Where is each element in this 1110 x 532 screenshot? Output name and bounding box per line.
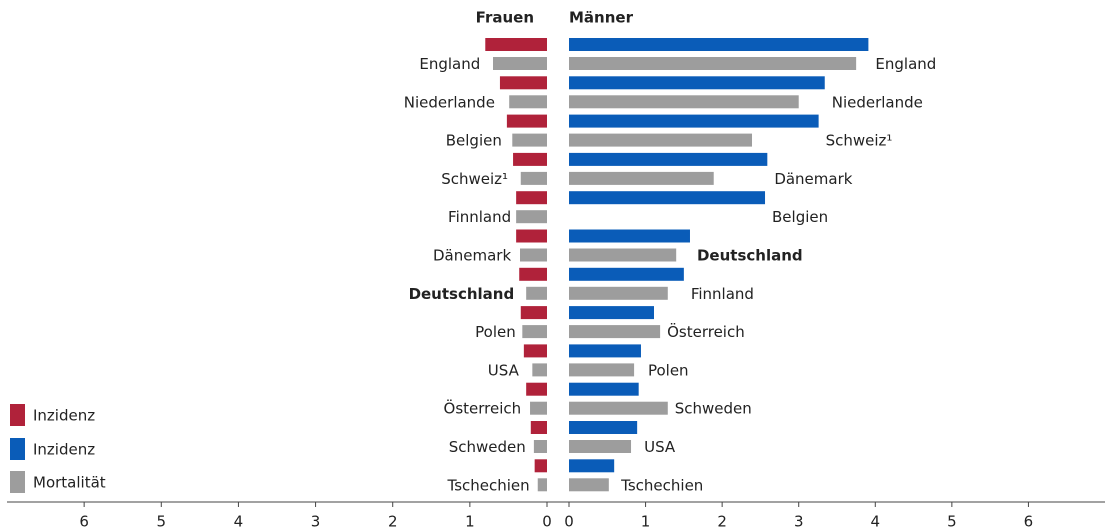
category-label: Finnland bbox=[448, 208, 511, 226]
bar bbox=[569, 38, 869, 51]
bar bbox=[569, 459, 615, 473]
panel-title: Männer bbox=[569, 9, 634, 27]
bar bbox=[530, 401, 547, 415]
bar bbox=[569, 306, 654, 320]
x-tick-label: 2 bbox=[717, 513, 727, 531]
category-label: Belgien bbox=[446, 132, 502, 150]
bar bbox=[530, 421, 547, 434]
bar bbox=[533, 440, 547, 453]
category-label: Polen bbox=[475, 323, 516, 341]
bar bbox=[512, 133, 547, 147]
bar bbox=[569, 344, 641, 358]
bar bbox=[569, 171, 714, 185]
legend-label: Inzidenz bbox=[33, 407, 95, 425]
x-tick-label: 0 bbox=[564, 513, 574, 531]
x-tick-label: 2 bbox=[388, 513, 398, 531]
x-tick-label: 0 bbox=[542, 513, 552, 531]
bar bbox=[513, 152, 547, 166]
bar bbox=[523, 344, 547, 358]
bar bbox=[569, 478, 609, 492]
bar bbox=[569, 152, 768, 166]
category-label: Schweden bbox=[675, 400, 752, 418]
bar bbox=[569, 133, 753, 147]
category-label: England bbox=[875, 55, 936, 73]
bar bbox=[569, 325, 661, 339]
category-label: Finnland bbox=[691, 285, 754, 303]
bar bbox=[569, 401, 668, 415]
category-label: Polen bbox=[648, 361, 689, 379]
bar bbox=[569, 286, 668, 300]
bar bbox=[569, 248, 677, 262]
category-label: England bbox=[419, 55, 480, 73]
bar bbox=[534, 459, 547, 473]
category-label: Österreich bbox=[667, 322, 745, 341]
panel-title: Frauen bbox=[476, 9, 534, 27]
category-label: Schweden bbox=[449, 438, 526, 456]
bar bbox=[493, 57, 547, 70]
x-tick-label: 6 bbox=[79, 513, 89, 531]
bar bbox=[569, 76, 825, 90]
x-tick-label: 3 bbox=[311, 513, 321, 531]
bar bbox=[526, 382, 547, 396]
bar bbox=[499, 76, 547, 90]
bar bbox=[569, 440, 632, 453]
category-label: Österreich bbox=[444, 399, 522, 418]
category-label: Schweiz¹ bbox=[441, 170, 508, 188]
x-tick-label: 5 bbox=[947, 513, 957, 531]
category-label: USA bbox=[644, 438, 676, 456]
bar bbox=[516, 210, 547, 224]
bar bbox=[537, 478, 547, 492]
x-tick-label: 4 bbox=[234, 513, 244, 531]
bar bbox=[485, 38, 547, 51]
bar bbox=[519, 267, 547, 281]
x-tick-label: 6 bbox=[1024, 513, 1034, 531]
bar bbox=[520, 171, 547, 185]
bar bbox=[569, 421, 638, 434]
bar bbox=[526, 286, 547, 300]
legend-swatch bbox=[10, 404, 25, 426]
category-label: Belgien bbox=[772, 208, 828, 226]
legend-label: Mortalität bbox=[33, 474, 106, 492]
bar bbox=[569, 57, 857, 70]
bar bbox=[569, 229, 690, 243]
legend-label: Inzidenz bbox=[33, 441, 95, 459]
x-tick-label: 1 bbox=[641, 513, 651, 531]
legend-swatch bbox=[10, 438, 25, 460]
bar bbox=[516, 191, 547, 205]
category-label: Niederlande bbox=[832, 93, 923, 111]
bar bbox=[516, 229, 547, 243]
bar bbox=[569, 191, 766, 205]
x-tick-label: 5 bbox=[157, 513, 167, 531]
bar bbox=[569, 382, 639, 396]
category-label: Niederlande bbox=[404, 93, 495, 111]
bar bbox=[520, 248, 547, 262]
bar bbox=[522, 325, 547, 339]
bar bbox=[509, 95, 547, 109]
x-tick-label: 3 bbox=[794, 513, 804, 531]
bar bbox=[569, 363, 635, 377]
legend-swatch bbox=[10, 471, 25, 493]
category-label: Schweiz¹ bbox=[826, 132, 893, 150]
category-label: Dänemark bbox=[774, 170, 852, 188]
category-label: Deutschland bbox=[697, 247, 803, 265]
bar bbox=[520, 306, 547, 320]
category-label: Tschechien bbox=[620, 476, 703, 494]
bar bbox=[506, 114, 547, 128]
bar bbox=[532, 363, 547, 377]
category-label: Dänemark bbox=[433, 247, 511, 265]
bar bbox=[569, 95, 799, 109]
category-label: Tschechien bbox=[447, 476, 530, 494]
x-tick-label: 1 bbox=[465, 513, 475, 531]
category-label: USA bbox=[488, 361, 520, 379]
category-label: Deutschland bbox=[409, 285, 515, 303]
x-tick-label: 4 bbox=[871, 513, 881, 531]
bar bbox=[569, 114, 819, 128]
bar bbox=[569, 267, 684, 281]
